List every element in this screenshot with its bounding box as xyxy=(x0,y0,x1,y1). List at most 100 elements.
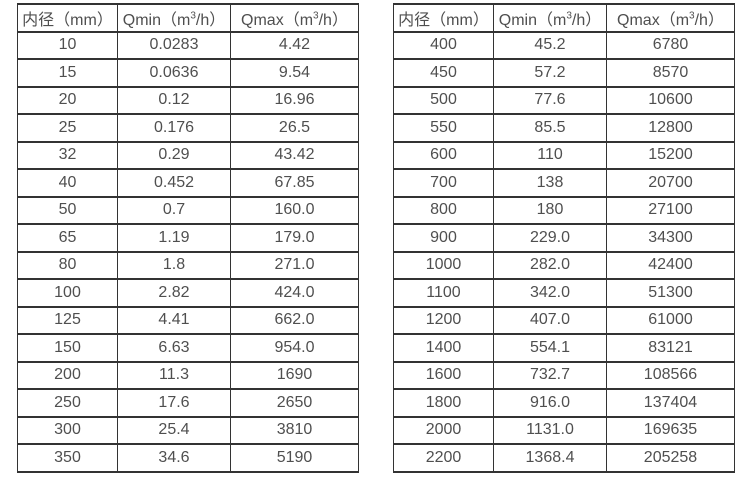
qmin-cell: 110 xyxy=(493,140,607,170)
table-row: 1600 732.7 108566 xyxy=(393,360,735,390)
diameter-cell: 1800 xyxy=(393,388,494,418)
qmin-cell: 77.6 xyxy=(493,85,607,115)
diameter-cell: 10 xyxy=(17,30,118,60)
table-row: 20 0.12 16.96 xyxy=(17,85,359,115)
table-row: 80 1.8 271.0 xyxy=(17,250,359,280)
qmin-cell: 34.6 xyxy=(117,443,231,473)
table-row: 1000 282.0 42400 xyxy=(393,250,735,280)
qmin-cell: 6.63 xyxy=(117,333,231,363)
qmax-cell: 5190 xyxy=(230,443,359,473)
table-row: 15 0.0636 9.54 xyxy=(17,58,359,88)
qmin-cell: 1368.4 xyxy=(493,443,607,473)
superscript: 3 xyxy=(689,10,695,22)
qmin-cell: 916.0 xyxy=(493,388,607,418)
qmin-cell: 0.452 xyxy=(117,168,231,198)
column-header-diameter: 内径（mm） xyxy=(17,3,118,33)
diameter-cell: 150 xyxy=(17,333,118,363)
diameter-cell: 200 xyxy=(17,360,118,390)
qmin-cell: 282.0 xyxy=(493,250,607,280)
qmax-cell: 26.5 xyxy=(230,113,359,143)
qmax-cell: 51300 xyxy=(606,278,735,308)
qmin-cell: 732.7 xyxy=(493,360,607,390)
header-text: Qmin（m xyxy=(122,11,191,29)
table-row: 10 0.0283 4.42 xyxy=(17,30,359,60)
column-header-qmax: Qmax（m3/h） xyxy=(606,3,735,33)
diameter-cell: 800 xyxy=(393,195,494,225)
header-text: /h） xyxy=(318,11,348,29)
header-text: /h） xyxy=(571,11,602,29)
diameter-cell: 300 xyxy=(17,415,118,445)
qmin-cell: 229.0 xyxy=(493,223,607,253)
qmin-cell: 0.0636 xyxy=(117,58,231,88)
header-text: 内径（mm） xyxy=(22,11,113,29)
qmin-cell: 0.176 xyxy=(117,113,231,143)
table-row: 1200 407.0 61000 xyxy=(393,305,735,335)
qmin-cell: 0.0283 xyxy=(117,30,231,60)
qmax-cell: 6780 xyxy=(606,30,735,60)
table-row: 800 180 27100 xyxy=(393,195,735,225)
table-header: 内径（mm） Qmin（m3/h） Qmax（m3/h） xyxy=(17,3,359,33)
table-row: 65 1.19 179.0 xyxy=(17,223,359,253)
qmin-cell: 554.1 xyxy=(493,333,607,363)
qmax-cell: 61000 xyxy=(606,305,735,335)
diameter-cell: 600 xyxy=(393,140,494,170)
qmin-cell: 0.29 xyxy=(117,140,231,170)
diameter-cell: 700 xyxy=(393,168,494,198)
qmax-cell: 179.0 xyxy=(230,223,359,253)
diameter-cell: 20 xyxy=(17,85,118,115)
diameter-cell: 900 xyxy=(393,223,494,253)
table-row: 550 85.5 12800 xyxy=(393,113,735,143)
qmin-cell: 138 xyxy=(493,168,607,198)
table-row: 150 6.63 954.0 xyxy=(17,333,359,363)
qmin-cell: 1.19 xyxy=(117,223,231,253)
column-header-qmax: Qmax（m3/h） xyxy=(230,3,359,33)
qmax-cell: 9.54 xyxy=(230,58,359,88)
qmax-cell: 169635 xyxy=(606,415,735,445)
qmax-cell: 662.0 xyxy=(230,305,359,335)
qmin-cell: 45.2 xyxy=(493,30,607,60)
qmax-cell: 954.0 xyxy=(230,333,359,363)
superscript: 3 xyxy=(190,10,196,22)
diameter-cell: 125 xyxy=(17,305,118,335)
table-row: 400 45.2 6780 xyxy=(393,30,735,60)
table-row: 125 4.41 662.0 xyxy=(17,305,359,335)
table-body: 10 0.0283 4.42 15 0.0636 9.54 20 0.12 16.96 25 0.1… xyxy=(17,30,359,473)
qmax-cell: 1690 xyxy=(230,360,359,390)
diameter-cell: 550 xyxy=(393,113,494,143)
qmin-cell: 0.12 xyxy=(117,85,231,115)
table-row: 700 138 20700 xyxy=(393,168,735,198)
diameter-cell: 25 xyxy=(17,113,118,143)
qmax-cell: 2650 xyxy=(230,388,359,418)
qmin-cell: 4.41 xyxy=(117,305,231,335)
qmin-cell: 180 xyxy=(493,195,607,225)
flow-rate-table-small-diameters: 内径（mm） Qmin（m3/h） Qmax（m3/h） 10 0.0283 4.42 1… xyxy=(17,3,359,473)
qmax-cell: 20700 xyxy=(606,168,735,198)
table-row: 600 110 15200 xyxy=(393,140,735,170)
qmax-cell: 137404 xyxy=(606,388,735,418)
table-row: 1800 916.0 137404 xyxy=(393,388,735,418)
qmax-cell: 16.96 xyxy=(230,85,359,115)
qmax-cell: 271.0 xyxy=(230,250,359,280)
qmin-cell: 1.8 xyxy=(117,250,231,280)
header-text: Qmax（m xyxy=(241,11,314,29)
table-row: 25 0.176 26.5 xyxy=(17,113,359,143)
qmax-cell: 10600 xyxy=(606,85,735,115)
qmin-cell: 25.4 xyxy=(117,415,231,445)
qmin-cell: 342.0 xyxy=(493,278,607,308)
diameter-cell: 350 xyxy=(17,443,118,473)
qmax-cell: 43.42 xyxy=(230,140,359,170)
table-row: 450 57.2 8570 xyxy=(393,58,735,88)
table-row: 200 11.3 1690 xyxy=(17,360,359,390)
table-row: 2200 1368.4 205258 xyxy=(393,443,735,473)
qmin-cell: 17.6 xyxy=(117,388,231,418)
diameter-cell: 500 xyxy=(393,85,494,115)
diameter-cell: 2000 xyxy=(393,415,494,445)
qmax-cell: 108566 xyxy=(606,360,735,390)
qmin-cell: 0.7 xyxy=(117,195,231,225)
diameter-cell: 2200 xyxy=(393,443,494,473)
diameter-cell: 15 xyxy=(17,58,118,88)
diameter-cell: 1600 xyxy=(393,360,494,390)
table-row: 350 34.6 5190 xyxy=(17,443,359,473)
table-row: 500 77.6 10600 xyxy=(393,85,735,115)
table-body: 400 45.2 6780 450 57.2 8570 500 77.6 10600 550 85.… xyxy=(393,30,735,473)
